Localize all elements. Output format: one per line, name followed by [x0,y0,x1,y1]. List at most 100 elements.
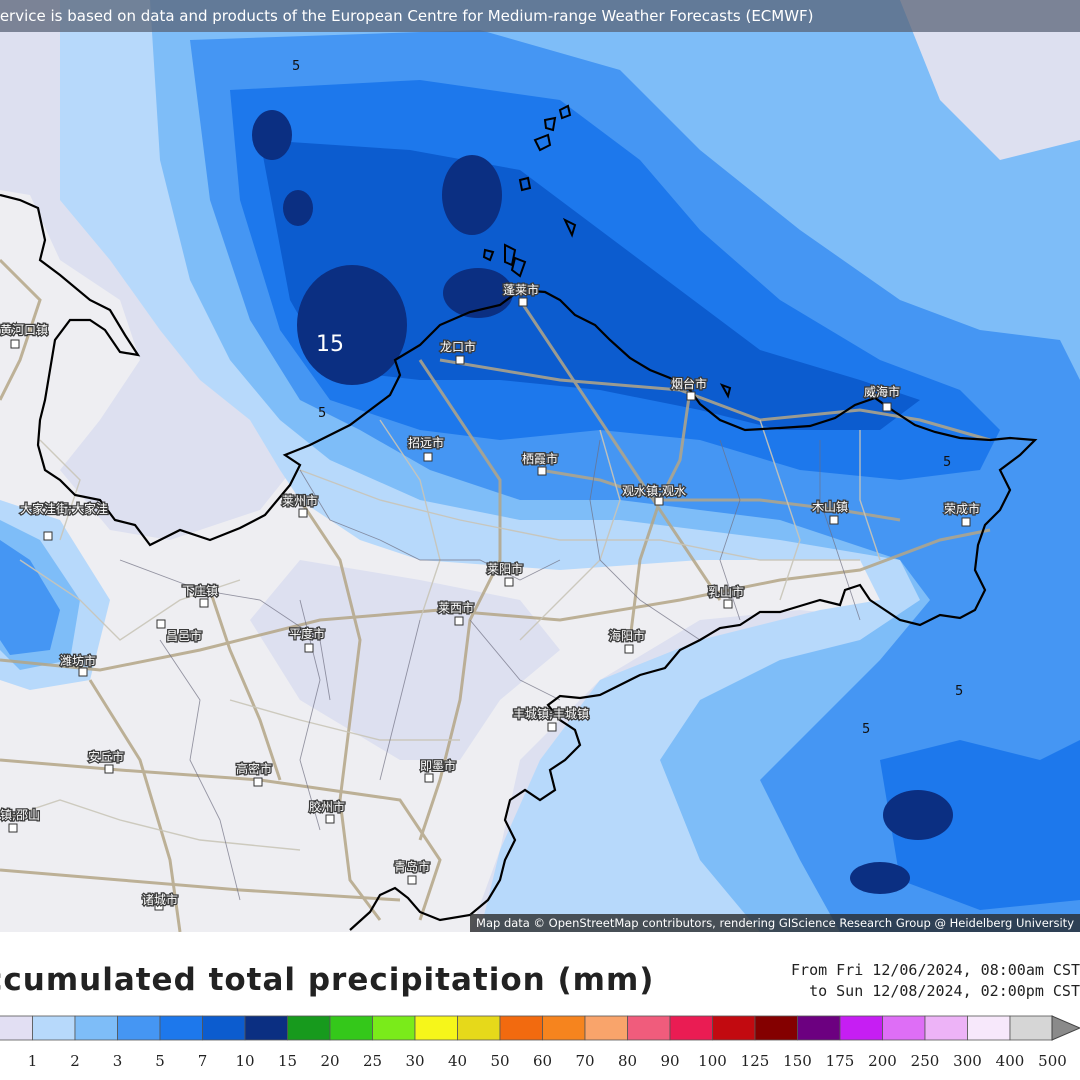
colorbar-swatch [797,1015,841,1041]
colorbar-swatch [287,1015,331,1041]
colorbar-swatch [499,1015,543,1041]
city-label-weifang: 潍坊市 [60,653,96,668]
chart-title: ccumulated total precipitation (mm) [0,962,655,998]
islands [482,104,732,399]
map-attribution: Map data © OpenStreetMap contributors, r… [470,914,1080,932]
city-label-laixi: 莱西市 [438,600,474,615]
city-label-anqiu: 安丘市 [88,749,124,764]
precip-layer-15mm [252,110,953,894]
colorbar-swatch [372,1015,416,1041]
city-label-gaomi: 高密市 [236,761,272,776]
colorbar-swatch [584,1015,628,1041]
precipitation-map: 15 5 5 5 5 5 蓬莱市 龙口市 [0,0,1080,932]
colorbar-swatch [159,1015,203,1041]
contour-label-5: 5 [292,59,300,74]
city-label-laiyang: 莱阳市 [487,561,523,576]
colorbar-tick-label: 7 [198,1052,208,1070]
contour-label-5: 5 [955,684,963,699]
colorbar-tick-label: 200 [868,1052,897,1070]
city-label-rushan: 乳山市 [708,584,744,599]
colorbar-swatch [542,1015,586,1041]
city-label-pingdu: 平度市 [289,626,325,641]
colorbar-tick-label: 150 [783,1052,812,1070]
colorbar-tick-label: 300 [953,1052,982,1070]
city-label-hebu: 镇;邵山 [0,808,40,822]
contour-label-5: 5 [318,406,326,421]
colorbar-tick-label: 125 [741,1052,770,1070]
colorbar-tick-label: 90 [660,1052,679,1070]
colorbar-swatch [32,1015,76,1041]
colorbar-tick-label: 250 [911,1052,940,1070]
colorbar-tick-label: 500 [1038,1052,1067,1070]
city-label-zhucheng: 诸城市 [142,892,178,907]
colorbar-tick-label: 15 [278,1052,297,1070]
colorbar-swatch [117,1015,161,1041]
contour-label-15: 15 [316,332,344,357]
colorbar-swatch [924,1015,968,1041]
colorbar-swatch [669,1015,713,1041]
valid-time-range: From Fri 12/06/2024, 08:00am CST to Sun … [791,960,1080,1002]
city-label-fengcheng: 丰城镇;丰城镇 [513,707,589,721]
contour-label-5: 5 [943,455,951,470]
city-labels: 蓬莱市 龙口市 烟台市 威海市 招远市 栖霞市 莱州市 观水镇;观水 木山镇 荣… [0,281,981,909]
city-label-jiaozhou: 胶州市 [309,799,345,814]
precip-layer-7mm [260,140,920,430]
colorbar-tick-label: 20 [320,1052,339,1070]
city-label-changyi: 昌邑市 [166,628,202,643]
colorbar-swatch [457,1015,501,1041]
colorbar-tick-label: 100 [698,1052,727,1070]
legend-area [0,932,1080,1080]
colorbar-tick-label: 10 [235,1052,254,1070]
colorbar-swatch [244,1015,288,1041]
city-label-laizhou: 莱州市 [282,493,318,508]
colorbar-tick-label: 175 [826,1052,855,1070]
colorbar-swatch [839,1015,883,1041]
colorbar-swatch [967,1015,1011,1041]
valid-from: From Fri 12/06/2024, 08:00am CST [791,961,1080,979]
city-label-mushan: 木山镇 [812,500,848,514]
precip-low-areas [0,690,440,932]
contour-label-5: 5 [862,722,870,737]
colorbar-swatch [0,1015,33,1041]
data-source-banner: service is based on data and products of… [0,0,1080,32]
colorbar-tick-label: 40 [448,1052,467,1070]
admin-boundaries [119,439,861,901]
city-label-weihai: 威海市 [864,384,900,399]
city-label-jimo: 即墨市 [420,758,456,773]
city-label-qingdao: 青岛市 [394,859,430,874]
colorbar-overflow-arrow [1051,1015,1080,1041]
colorbar-tick-label: 2 [70,1052,80,1070]
colorbar-tick-label: 5 [155,1052,165,1070]
colorbar-swatch [329,1015,373,1041]
coastline [0,193,1038,931]
valid-to: to Sun 12/08/2024, 02:00pm CST [809,982,1080,1000]
city-label-dajiawa: 大家洼街;大家洼 [20,501,108,516]
colorbar-swatch [754,1015,798,1041]
city-label-rongcheng: 荣成市 [944,501,980,516]
colorbar-swatch [627,1015,671,1041]
city-label-xiazhuang: 下庄镇 [182,583,218,598]
colorbar-tick-label: 70 [575,1052,594,1070]
colorbar-swatch [74,1015,118,1041]
city-label-haiyang: 海阳市 [609,628,645,643]
colorbar-swatch [414,1015,458,1041]
colorbar-swatch [712,1015,756,1041]
city-label-penglai: 蓬莱市 [503,282,539,297]
city-label-guanshui: 观水镇;观水 [622,484,686,498]
colorbar-tick-label: 400 [996,1052,1025,1070]
city-label-huanghekou: 黄河口镇 [0,323,48,337]
minor-road-network [0,419,881,851]
colorbar-swatch [1009,1015,1053,1041]
precip-colorbar: 1 2 3 5 7 10 15 20 25 30 40 50 60 70 80 90 100 125 150 175 2… [0,1015,1080,1070]
city-label-zhaoyuan: 招远市 [408,435,444,450]
city-label-yantai: 烟台市 [671,376,707,391]
colorbar-tick-label: 30 [405,1052,424,1070]
city-markers [8,297,971,911]
colorbar-swatch [202,1015,246,1041]
colorbar-tick-label: 25 [363,1052,382,1070]
city-label-qixia: 栖霞市 [522,451,558,466]
city-label-longkou: 龙口市 [440,339,476,354]
colorbar-tick-label: 50 [490,1052,509,1070]
colorbar-tick-label: 80 [618,1052,637,1070]
colorbar-tick-label: 60 [533,1052,552,1070]
